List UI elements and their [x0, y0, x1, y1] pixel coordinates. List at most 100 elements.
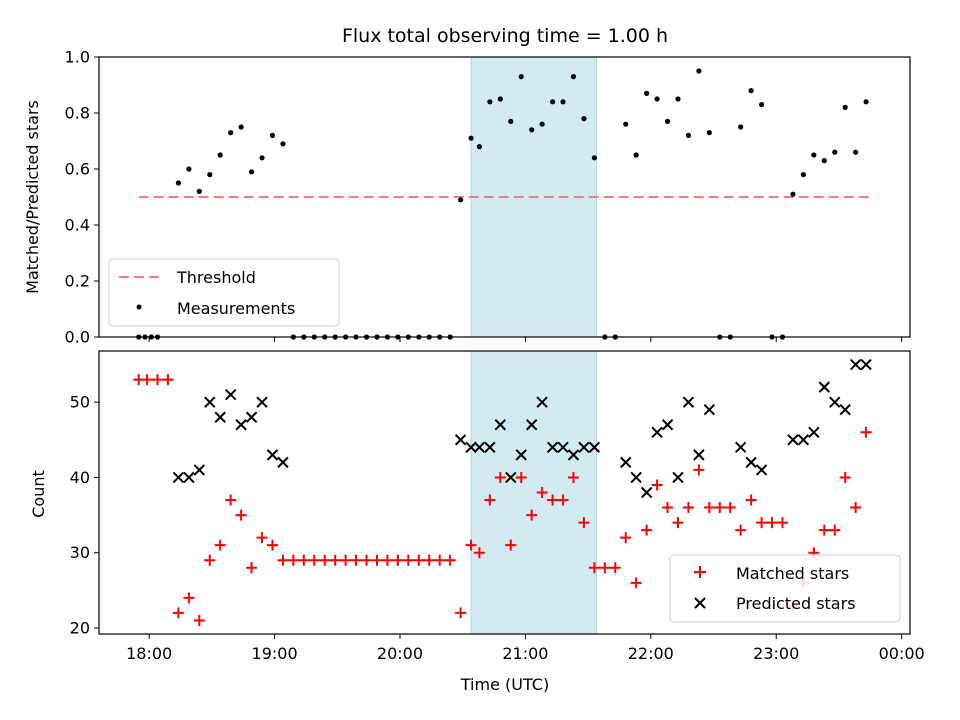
measurement-point — [821, 158, 827, 164]
matched-star-point — [371, 554, 383, 566]
matched-star-point — [193, 614, 205, 626]
predicted-star-point — [454, 434, 467, 446]
bottom-x-tick-label: 21:00 — [502, 644, 548, 663]
matched-star-point — [651, 479, 663, 491]
bottom-y-tick-label: 50 — [70, 393, 90, 412]
matched-star-point — [423, 554, 435, 566]
matched-star-point — [724, 502, 736, 514]
measurement-point — [811, 152, 817, 158]
predicted-star-point — [829, 396, 841, 408]
matched-legend-label: Matched stars — [736, 564, 849, 583]
top-plot-frame — [98, 56, 911, 338]
measurement-point — [529, 127, 535, 133]
predicted-star-point — [567, 449, 580, 461]
predicted-star-point — [734, 441, 747, 454]
predicted-star-point — [204, 396, 216, 408]
matched-star-point — [860, 426, 872, 438]
predicted-star-point — [693, 449, 705, 461]
measurement-point — [800, 172, 806, 178]
predicted-star-point — [256, 396, 268, 408]
matched-star-point — [818, 524, 830, 536]
predicted-star-point — [578, 441, 590, 454]
matched-star-point — [839, 471, 851, 483]
measurement-point — [758, 102, 765, 108]
measurement-point — [468, 135, 474, 141]
matched-star-point — [402, 554, 414, 566]
matched-star-point — [693, 464, 705, 476]
matched-star-point — [465, 539, 477, 551]
matched-star-point — [609, 562, 621, 574]
predicted-star-point — [839, 403, 851, 416]
bottom-x-tick-label: 20:00 — [377, 644, 423, 663]
measurement-point — [863, 99, 869, 105]
bottom-legend-frame — [669, 554, 901, 623]
matched-star-point — [703, 502, 715, 514]
measurement-point — [790, 191, 796, 197]
matched-star-point — [152, 374, 164, 386]
matched-star-point — [494, 471, 506, 483]
measurement-point — [508, 118, 514, 124]
matched-star-point — [298, 554, 310, 566]
predicted-star-point — [808, 426, 820, 438]
matched-star-point — [287, 554, 299, 566]
top-legend-frame — [108, 258, 340, 327]
matched-star-point — [246, 562, 258, 574]
matched-star-point — [547, 494, 559, 506]
x-axis-label: Time (UTC) — [460, 675, 549, 694]
matched-star-point — [455, 607, 467, 619]
measurement-point — [259, 155, 265, 161]
matched-star-point — [505, 539, 517, 551]
matched-star-point — [557, 494, 569, 506]
matched-star-point — [672, 517, 684, 529]
predicted-star-point — [672, 471, 684, 484]
matched-star-point — [444, 554, 456, 566]
matched-star-point — [567, 471, 579, 483]
bottom-plot-frame — [98, 350, 911, 635]
bottom-panel: 20 30 40 50 18:00 19:00 20:00 21:00 22:00 23:00 0… — [29, 350, 925, 694]
measurement-point — [497, 96, 503, 102]
top-y-tick-label: 1.0 — [65, 48, 90, 67]
measurement-point — [539, 121, 545, 127]
matched-star-point — [392, 554, 404, 566]
matched-star-point — [308, 554, 320, 566]
measurement-point — [186, 166, 192, 172]
top-x-ticks — [148, 337, 903, 342]
predicted-star-point — [630, 471, 642, 484]
measurement-point — [476, 144, 483, 150]
matched-star-point — [829, 524, 841, 536]
bottom-x-tick-label: 22:00 — [628, 644, 674, 663]
predicted-star-point — [755, 464, 768, 476]
measurement-point — [458, 197, 464, 203]
matched-star-point — [484, 494, 496, 506]
top-y-tick-label: 0.8 — [65, 104, 90, 123]
matched-star-point — [256, 532, 268, 544]
matched-star-point — [204, 554, 216, 566]
matched-star-point — [381, 554, 393, 566]
matched-star-point — [172, 607, 184, 619]
matched-star-point — [350, 554, 362, 566]
predicted-star-point — [277, 456, 289, 469]
measurement-point — [248, 169, 255, 175]
measurement-point — [842, 104, 848, 110]
predicted-star-point — [224, 388, 237, 401]
measurements-legend-label: Measurements — [177, 299, 295, 318]
predicted-star-point — [546, 441, 559, 454]
matched-star-point — [515, 471, 527, 483]
measurement-point — [207, 172, 213, 178]
matched-stars-points — [133, 374, 872, 626]
predicted-star-point — [661, 419, 674, 431]
predicted-star-point — [557, 441, 569, 454]
threshold-legend-label: Threshold — [176, 268, 256, 287]
matched-star-point — [630, 577, 642, 589]
matched-star-point — [361, 554, 373, 566]
predicted-star-point — [860, 358, 872, 371]
predicted-star-point — [235, 419, 247, 431]
matched-star-point — [235, 509, 247, 521]
top-y-tick-label: 0.6 — [65, 160, 90, 179]
matched-star-point — [225, 494, 237, 506]
measurement-point — [675, 96, 681, 102]
measurement-point — [654, 96, 660, 102]
matched-star-point — [526, 509, 538, 521]
matched-star-point — [776, 517, 788, 529]
predicted-star-point — [640, 486, 653, 499]
